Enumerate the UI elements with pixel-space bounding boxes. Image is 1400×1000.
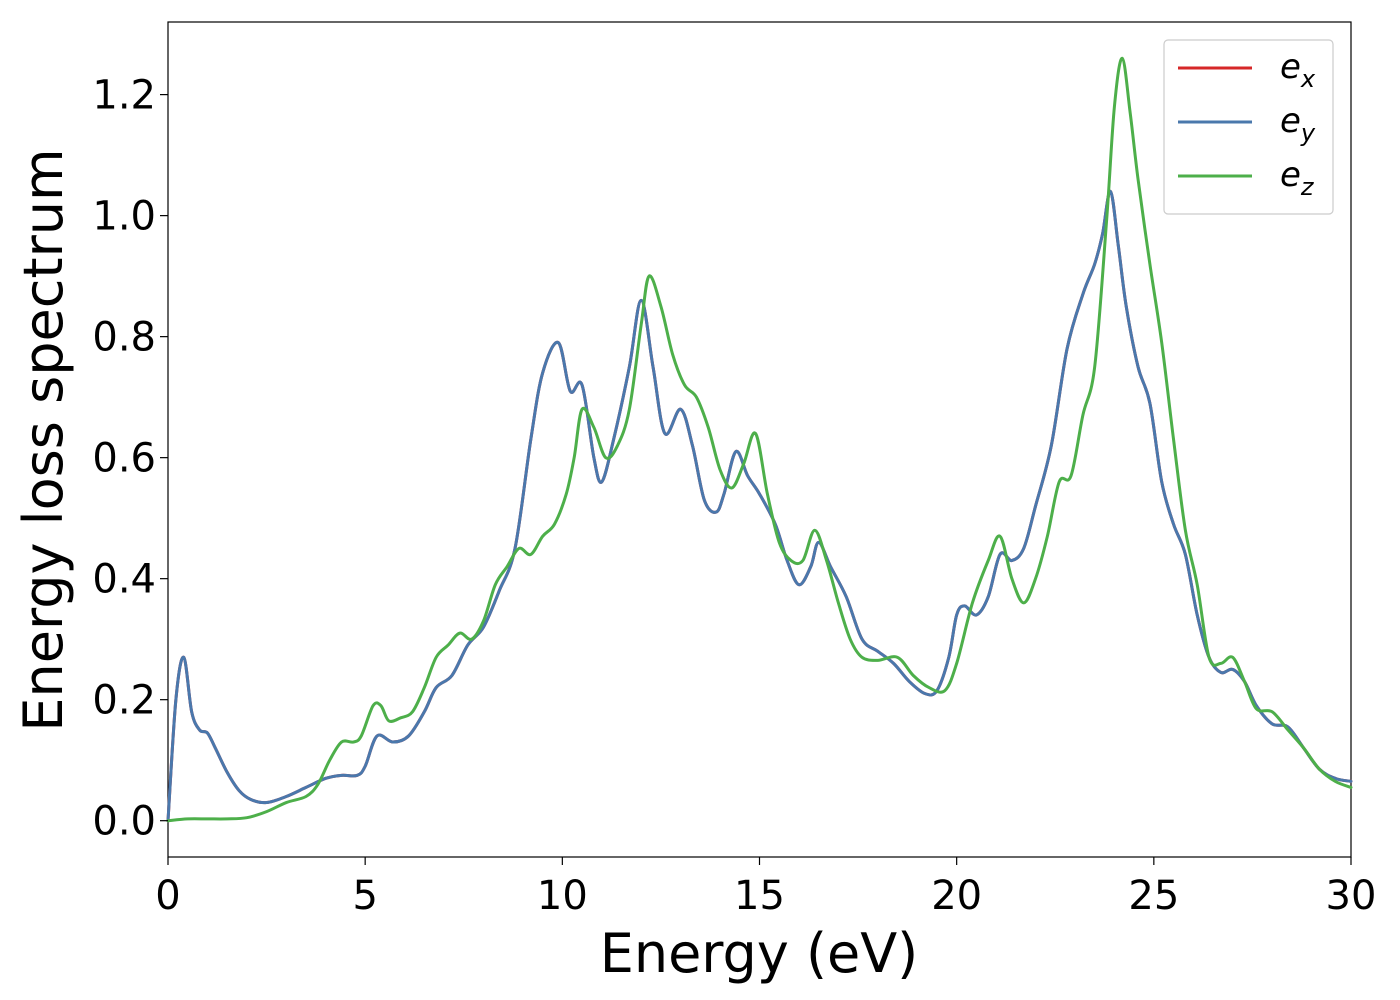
legend-label-ey: ey — [1280, 101, 1316, 147]
x-tick-label: 25 — [1128, 873, 1179, 919]
y-tick-label: 0.4 — [92, 557, 156, 603]
legend: ex ey ez — [1163, 39, 1334, 215]
x-tick-label: 5 — [352, 873, 377, 919]
y-tick-label: 0.0 — [92, 799, 156, 845]
x-axis-title: Energy (eV) — [600, 922, 919, 985]
legend-label-ez: ez — [1280, 155, 1315, 201]
series-line-ez — [166, 56, 1353, 823]
y-axis-title: Energy loss spectrum — [12, 148, 75, 731]
x-axis-ticks: 0 5 10 15 20 25 30 — [155, 857, 1376, 919]
series-line-ex — [166, 189, 1353, 823]
y-tick-label: 1.2 — [92, 73, 156, 119]
x-tick-label: 30 — [1326, 873, 1377, 919]
series-line-ey — [166, 189, 1353, 823]
y-tick-label: 0.8 — [92, 315, 156, 361]
series-layer — [166, 56, 1353, 823]
x-tick-label: 0 — [155, 873, 180, 919]
y-axis-ticks: 0.0 0.2 0.4 0.6 0.8 1.0 1.2 — [92, 73, 168, 845]
x-tick-label: 15 — [734, 873, 785, 919]
y-tick-label: 1.0 — [92, 194, 156, 240]
x-tick-label: 20 — [931, 873, 982, 919]
legend-label-ex: ex — [1280, 47, 1316, 93]
y-tick-label: 0.2 — [92, 678, 156, 724]
x-tick-label: 10 — [537, 873, 588, 919]
y-tick-label: 0.6 — [92, 436, 156, 482]
legend-box — [1163, 39, 1334, 215]
